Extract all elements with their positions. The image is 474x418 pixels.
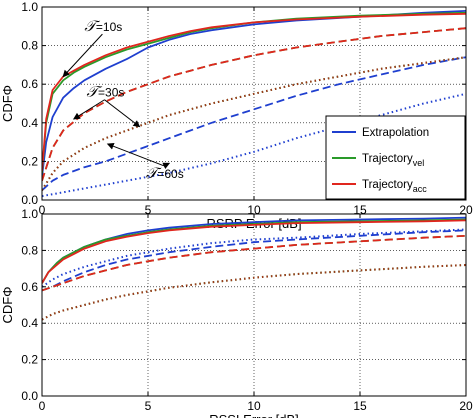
legend-label: Trajectoryacc (362, 179, 427, 194)
series-line-30s-trajectory_vel (42, 234, 466, 292)
y-tick-label: 1.0 (21, 0, 38, 14)
x-tick-label: 5 (145, 399, 152, 413)
series-line-10s-trajectory_acc (42, 12, 466, 172)
x-axis-label: RSSI Error [dB] (209, 412, 299, 418)
series-line-10s-trajectory_vel (42, 11, 466, 174)
panel-2: 0 5 10 15 20 0.0 0.2 0.4 0.6 0.8 1.0 RSSI Error [dB… (0, 207, 473, 418)
tau-annotation-3: 𝒯=60s (146, 165, 184, 182)
y-tick-label: 0.2 (21, 154, 38, 168)
y-tick-label: 0.0 (21, 389, 38, 403)
series-line-30s-extrapolation (42, 229, 466, 292)
annotation-arrow (106, 142, 165, 167)
legend: Extrapolation Trajectoryvel Trajectoryacc (325, 115, 466, 200)
legend-label: Extrapolation (362, 127, 429, 139)
x-tick-label: 15 (353, 399, 367, 413)
x-tick-label: 10 (247, 399, 261, 413)
annotation-arrow (62, 33, 103, 78)
annotation-arrow (162, 162, 171, 170)
y-axis-label: CDFΦ (0, 85, 15, 122)
series-line-30s-extrapolation (42, 56, 466, 191)
series-group (42, 216, 466, 321)
y-tick-label: 0.8 (21, 39, 38, 53)
y-tick-label: 0.4 (21, 116, 38, 130)
y-tick-label: 0.0 (21, 193, 38, 207)
x-tick-label: 5 (145, 203, 152, 217)
y-axis-label: CDFΦ (0, 286, 15, 323)
y-tick-label: 0.8 (21, 243, 38, 257)
x-tick-label: 20 (459, 399, 473, 413)
y-tick-label: 0.6 (21, 280, 38, 294)
tau-annotation-2: 𝒯=30s (87, 84, 125, 101)
y-tick-label: 1.0 (21, 207, 38, 221)
y-tick-label: 0.2 (21, 353, 38, 367)
annotation-arrow (104, 99, 141, 128)
x-tick-label: 0 (39, 203, 46, 217)
y-tick-label: 0.4 (21, 316, 38, 330)
series-line-30s-trajectory_acc (42, 27, 466, 181)
y-tick-label: 0.6 (21, 77, 38, 91)
x-tick-label: 0 (39, 399, 46, 413)
series-group (42, 10, 466, 198)
annotation-arrow (72, 99, 105, 120)
series-line-30s-trajectory_acc (42, 234, 466, 292)
legend-label: Trajectoryvel (362, 153, 424, 168)
series-line-10s-trajectory_acc (42, 219, 466, 284)
tau-annotation-1: 𝒯=10s (84, 18, 122, 35)
